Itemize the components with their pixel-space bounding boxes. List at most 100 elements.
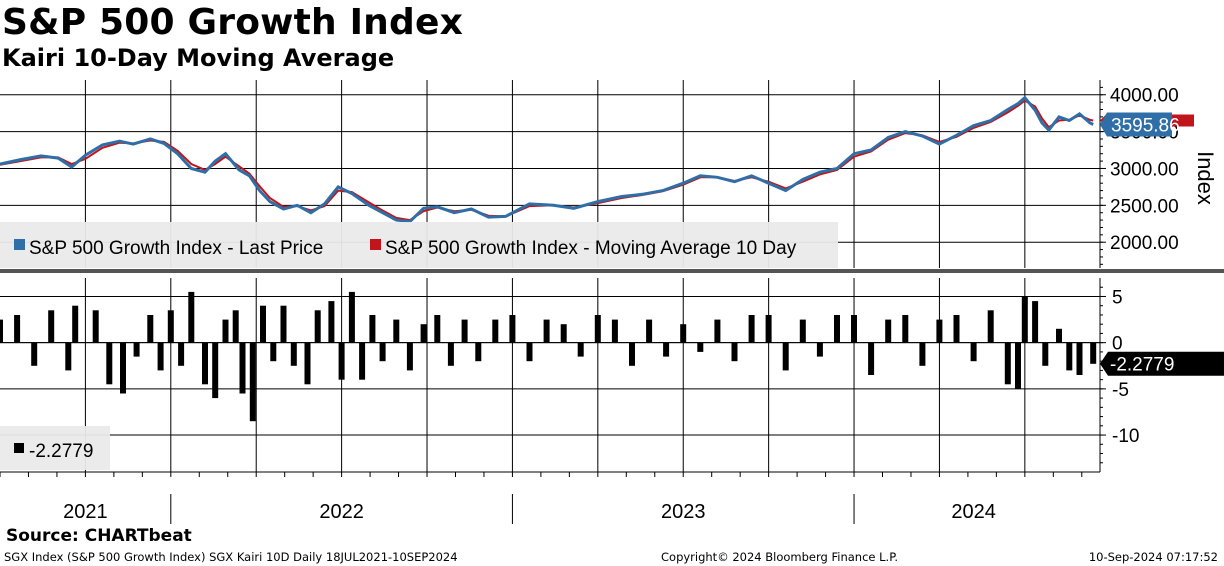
footer-copyright: Copyright© 2024 Bloomberg Finance L.P. — [661, 550, 898, 564]
kairi-bar — [202, 342, 208, 385]
kairi-bar — [646, 319, 653, 343]
kairi-bar — [92, 310, 99, 343]
x-year-label: 2022 — [319, 501, 364, 523]
kairi-bar — [543, 319, 550, 343]
chart-title: S&P 500 Growth Index — [2, 2, 464, 43]
kairi-bar — [1021, 296, 1028, 343]
kairi-bar — [594, 315, 601, 343]
kairi-bar — [936, 319, 943, 343]
kairi-bar — [731, 342, 738, 362]
kairi-bar — [14, 315, 21, 343]
kairi-bar — [868, 342, 875, 375]
kairi-bar — [714, 319, 721, 343]
kairi-bar — [188, 291, 195, 343]
kairi-bar — [280, 305, 287, 343]
kairi-bar — [1090, 342, 1097, 364]
kairi-bar — [1056, 328, 1062, 343]
kairi-bar — [369, 315, 376, 343]
kairi-bar — [328, 301, 335, 343]
kairi-bar — [447, 342, 454, 366]
kairi-bar — [147, 315, 154, 343]
kairi-bar — [1066, 342, 1073, 371]
kairi-bar — [1042, 342, 1049, 366]
kairi-ytick-label: 0 — [1112, 334, 1123, 355]
kairi-bar — [560, 324, 567, 343]
kairi-bar — [48, 310, 55, 343]
kairi-bar — [434, 315, 441, 343]
kairi-bar — [157, 342, 164, 371]
ma-10-day-line — [0, 99, 1094, 222]
kairi-bar — [359, 342, 366, 380]
price-y-axis-title: Index — [1193, 151, 1218, 205]
kairi-bar — [239, 342, 246, 394]
kairi-bar — [420, 324, 427, 343]
kairi-bar — [611, 319, 618, 343]
x-year-label: 2023 — [661, 501, 706, 523]
kairi-bar — [212, 342, 219, 399]
kairi-bar — [953, 315, 960, 343]
kairi-bar — [492, 319, 499, 343]
kairi-bar — [406, 342, 413, 371]
kairi-bar — [133, 342, 140, 357]
kairi-bar — [697, 342, 704, 352]
kairi-bar — [970, 342, 977, 362]
kairi-ytick-label: -10 — [1112, 426, 1139, 447]
kairi-bar — [663, 342, 670, 357]
legend-price-label: S&P 500 Growth Index - Last Price — [29, 238, 323, 259]
price-last-value-box — [1100, 112, 1172, 137]
legend-ma-label: S&P 500 Growth Index - Moving Average 10… — [385, 238, 797, 259]
kairi-ytick-label: 5 — [1112, 287, 1123, 308]
kairi-last-value-label: -2.2779 — [1110, 355, 1174, 376]
kairi-bar — [782, 342, 789, 371]
kairi-bar — [526, 342, 533, 362]
kairi-bar — [680, 324, 687, 343]
kairi-bar — [629, 342, 635, 366]
last-price-line — [0, 95, 1094, 224]
x-year-label: 2024 — [951, 501, 996, 523]
kairi-bar — [270, 342, 277, 362]
price-ytick-label: 2500.00 — [1110, 196, 1179, 217]
footer-timestamp: 10-Sep-2024 07:17:52 — [1088, 550, 1218, 564]
kairi-bar — [65, 342, 72, 371]
kairi-bar — [748, 315, 755, 343]
kairi-bar — [885, 319, 892, 343]
kairi-bar — [919, 342, 926, 366]
kairi-bar — [816, 342, 823, 357]
kairi-bar — [304, 342, 311, 385]
kairi-bar — [348, 291, 355, 343]
kairi-bar — [106, 342, 113, 385]
kairi-bar — [475, 342, 482, 362]
source-note: Source: CHARTbeat — [6, 526, 192, 546]
kairi-bar — [577, 342, 584, 357]
kairi-bar — [178, 342, 185, 366]
kairi-bar — [249, 342, 256, 422]
kairi-bar — [338, 342, 345, 380]
kairi-bar — [902, 315, 909, 343]
kairi-bar — [1015, 342, 1021, 389]
footer-description: SGX Index (S&P 500 Growth Index) SGX Kai… — [4, 550, 458, 564]
kairi-bar — [222, 319, 229, 343]
price-ytick-label: 3000.00 — [1110, 159, 1179, 180]
kairi-bar — [120, 342, 126, 394]
kairi-bar — [379, 342, 386, 362]
panel-divider — [0, 269, 1224, 273]
kairi-bar — [1032, 301, 1039, 343]
kairi-bar — [314, 310, 321, 343]
kairi-bar — [987, 310, 994, 343]
kairi-ytick-label: -5 — [1112, 380, 1129, 401]
kairi-plot-area — [0, 278, 1100, 472]
x-year-label: 2021 — [63, 501, 108, 523]
kairi-bar — [290, 342, 297, 366]
kairi-bar — [1076, 342, 1083, 375]
kairi-bar — [1004, 342, 1011, 385]
chart-subtitle: Kairi 10-Day Moving Average — [2, 44, 395, 72]
kairi-last-value-box — [1100, 351, 1224, 376]
legend-price-swatch — [14, 239, 25, 250]
kairi-bar — [167, 310, 174, 343]
legend-kairi-swatch — [14, 443, 24, 453]
kairi-bar — [0, 319, 3, 343]
kairi-bar — [393, 319, 400, 343]
legend-kairi-label: -2.2779 — [29, 441, 93, 462]
kairi-bar — [851, 315, 857, 343]
